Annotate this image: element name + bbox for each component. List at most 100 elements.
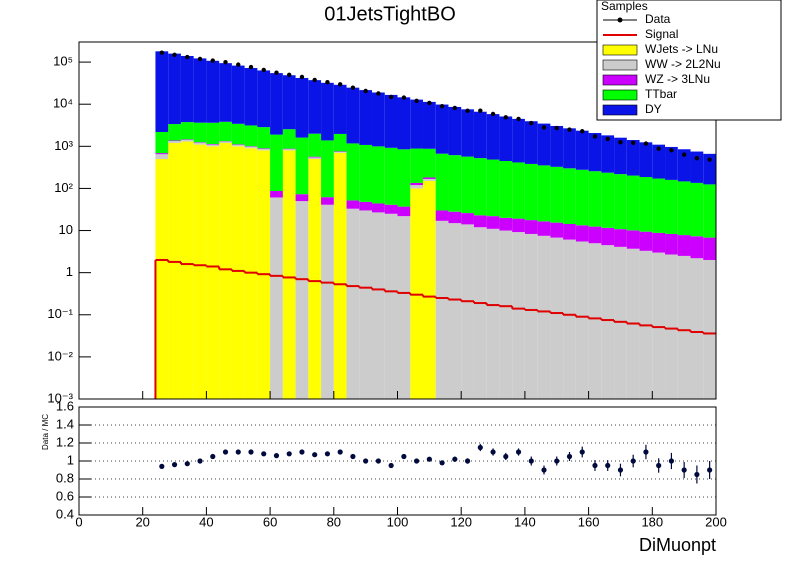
- stack-bar: [614, 229, 627, 247]
- ratio-point: [337, 449, 343, 455]
- stack-bar: [588, 226, 602, 244]
- stack-bar: [168, 140, 181, 142]
- stack-bar: [321, 204, 334, 399]
- stack-bar: [499, 217, 513, 231]
- data-point: [580, 129, 585, 134]
- stack-bar: [231, 123, 245, 145]
- y-tick-label: 1.4: [56, 416, 74, 431]
- ratio-point: [261, 451, 267, 457]
- stack-bar: [499, 116, 513, 162]
- stack-bar: [690, 236, 704, 259]
- data-point: [223, 59, 228, 65]
- stack-bar: [461, 224, 474, 399]
- stack-bar: [282, 148, 296, 150]
- x-tick-label: 100: [387, 514, 409, 529]
- ratio-point: [630, 458, 636, 464]
- stack-bar: [193, 122, 207, 143]
- x-tick-label: 160: [578, 514, 600, 529]
- x-tick-label: 120: [450, 514, 472, 529]
- ratio-point: [197, 458, 203, 464]
- stack-bar: [359, 90, 373, 145]
- stack-bar: [219, 63, 232, 122]
- data-point: [427, 100, 432, 106]
- ratio-point: [592, 462, 598, 469]
- y-tick-label: 1.6: [56, 398, 74, 413]
- stack-bar: [219, 121, 232, 142]
- stack-bar: [563, 168, 576, 225]
- stack-bar: [282, 75, 296, 130]
- stack-bar: [270, 190, 283, 198]
- stack-bar: [677, 235, 691, 256]
- stack-bar: [665, 179, 678, 234]
- data-point: [299, 74, 305, 80]
- stack-bar: [461, 109, 474, 157]
- stack-bar: [601, 227, 615, 246]
- stack-bar: [155, 154, 169, 159]
- ratio-point: [617, 467, 624, 473]
- ratio-point: [477, 444, 483, 451]
- data-point: [159, 50, 165, 55]
- stack-bar: [333, 84, 347, 134]
- x-tick-label: 200: [705, 514, 727, 529]
- stack-bar: [601, 135, 615, 173]
- y-tick-label: 1: [67, 452, 74, 467]
- stack-bar: [690, 151, 704, 183]
- ratio-point: [401, 453, 407, 460]
- stack-bar: [537, 165, 551, 222]
- stack-bar: [397, 206, 411, 217]
- stack-bar: [652, 178, 666, 233]
- legend-label: WW -> 2L2Nu: [645, 57, 721, 71]
- legend-label: DY: [645, 102, 662, 116]
- stack-bar: [512, 162, 525, 219]
- ratio-point: [184, 461, 190, 467]
- data-point: [541, 125, 547, 130]
- stack-bar: [690, 182, 704, 237]
- ratio-point: [464, 458, 471, 464]
- stack-bar: [346, 200, 360, 209]
- stack-bar: [346, 87, 360, 144]
- stack-bar: [614, 174, 627, 230]
- data-point: [465, 108, 470, 113]
- y-tick-label: 1: [66, 264, 73, 279]
- stack-bar: [524, 121, 538, 164]
- stack-bar: [295, 77, 309, 138]
- stack-bar: [372, 146, 385, 204]
- ratio-point: [541, 467, 547, 473]
- data-point: [618, 140, 623, 145]
- stack-bar: [219, 141, 232, 143]
- stack-bar: [703, 153, 716, 185]
- legend-label: TTbar: [645, 87, 677, 101]
- ratio-point: [235, 449, 241, 455]
- stack-bar: [524, 233, 538, 399]
- stack-bar: [410, 182, 423, 186]
- stack-bar: [282, 149, 296, 151]
- ratio-point: [681, 467, 687, 473]
- ratio-point: [566, 453, 573, 460]
- x-tick-label: 20: [135, 514, 149, 529]
- stack-bar: [308, 157, 322, 159]
- x-axis-label: DiMuonpt: [639, 535, 716, 555]
- stack-bar: [231, 65, 245, 124]
- stack-bar: [308, 158, 322, 399]
- data-point: [707, 157, 712, 162]
- stack-bar: [665, 254, 678, 399]
- stack-bar: [321, 197, 334, 205]
- stack-bar: [588, 171, 602, 227]
- stack-bar: [359, 201, 373, 211]
- ratio-point: [312, 452, 318, 458]
- x-tick-label: 80: [327, 514, 341, 529]
- stack-bar: [537, 235, 551, 399]
- data-point: [248, 64, 254, 70]
- ratio-point: [528, 458, 534, 464]
- data-point: [669, 148, 674, 153]
- stack-bar: [703, 184, 716, 238]
- ratio-point: [299, 449, 305, 455]
- stack-bar: [473, 111, 487, 159]
- legend-symbol: [602, 59, 638, 71]
- y-tick-label: 10²: [54, 180, 73, 195]
- stack-bar: [652, 232, 666, 253]
- data-point: [643, 141, 649, 146]
- stack-bar: [448, 155, 462, 212]
- stack-bar: [206, 146, 220, 399]
- data-point: [554, 125, 559, 131]
